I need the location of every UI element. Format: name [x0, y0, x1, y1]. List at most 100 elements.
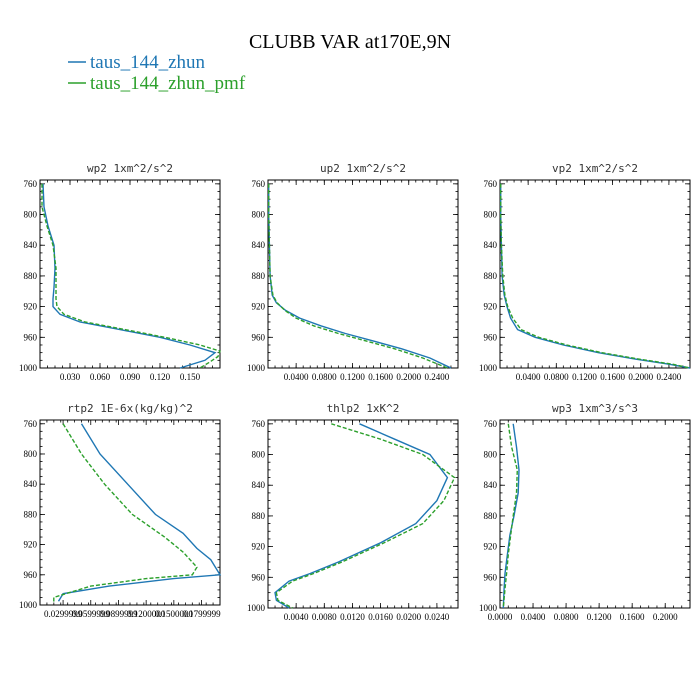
x-tick-label: 0.150 [180, 372, 201, 382]
x-tick-label: 0.0040 [284, 612, 309, 622]
panel-title: rtp2 1E-6x(kg/kg)^2 [67, 402, 193, 415]
y-tick-label: 800 [252, 450, 266, 460]
figure-title: CLUBB VAR at170E,9N [249, 31, 451, 53]
series-line-2 [502, 423, 519, 609]
y-tick-label: 1000 [247, 603, 266, 613]
y-tick-label: 960 [252, 332, 266, 342]
y-tick-label: 880 [24, 509, 38, 519]
x-tick-label: 0.030 [60, 372, 81, 382]
y-tick-label: 960 [24, 332, 38, 342]
panel-title: wp3 1xm^3/s^3 [552, 402, 638, 415]
y-tick-label: 920 [484, 542, 498, 552]
x-tick-label: 0.0120 [340, 612, 365, 622]
x-tick-label: 0.0899999 [99, 609, 138, 619]
panel-6: wp3 1xm^3/s^3 760 800 840 880 920 960 10000.000… [479, 402, 691, 622]
y-tick-label: 840 [484, 240, 498, 250]
x-tick-label: 0.1200 [572, 372, 597, 382]
series-line-1 [57, 423, 222, 602]
panel-3: vp2 1xm^2/s^2 760 800 840 880 920 960 1000 0.040… [479, 162, 691, 382]
series-line-2 [275, 423, 456, 609]
x-tick-label: 0.060 [90, 372, 111, 382]
y-tick-label: 920 [24, 302, 38, 312]
panel-title: thlp2 1xK^2 [327, 402, 400, 415]
legend-label-2: taus_144_zhun_pmf [90, 73, 246, 94]
x-tick-label: 0.0299999 [44, 609, 83, 619]
y-tick-label: 800 [484, 210, 498, 220]
y-tick-label: 880 [252, 511, 266, 521]
y-tick-label: 1000 [479, 603, 498, 613]
y-tick-label: 920 [24, 540, 38, 550]
x-tick-label: 0.0800 [312, 372, 337, 382]
x-tick-label: 0.0160 [368, 612, 393, 622]
panel-1: wp2 1xm^2/s^2 760 800 840 880 920 960 1000 0.030… [19, 162, 221, 382]
x-tick-label: 0.1600 [620, 612, 645, 622]
y-tick-label: 800 [24, 449, 38, 459]
x-tick-label: 0.1600 [368, 372, 393, 382]
x-tick-label: 0.0599999 [72, 609, 111, 619]
y-tick-label: 760 [252, 179, 266, 189]
panel-title: up2 1xm^2/s^2 [320, 162, 406, 175]
y-tick-label: 920 [484, 302, 498, 312]
x-tick-label: 0.0240 [425, 612, 450, 622]
x-tick-label: 0.2400 [657, 372, 682, 382]
x-tick-label: 0.0080 [312, 612, 337, 622]
x-tick-label: 0.0000 [488, 612, 513, 622]
x-tick-label: 0.1200 [340, 372, 365, 382]
y-tick-label: 960 [24, 570, 38, 580]
x-tick-label: 0.1200000 [127, 609, 166, 619]
y-tick-label: 840 [24, 479, 38, 489]
x-tick-label: 0.1600 [600, 372, 625, 382]
y-tick-label: 880 [484, 511, 498, 521]
y-tick-label: 760 [24, 419, 38, 429]
x-tick-label: 0.1799999 [182, 609, 221, 619]
y-tick-label: 1000 [247, 363, 266, 373]
y-tick-label: 880 [484, 271, 498, 281]
plot-frame [499, 419, 691, 609]
plot-frame [267, 179, 459, 369]
panels: wp2 1xm^2/s^2 760 800 840 880 920 960 1000 0.030… [19, 162, 691, 622]
x-tick-label: 0.0200 [396, 612, 421, 622]
y-tick-label: 760 [484, 179, 498, 189]
series-line-1 [268, 183, 452, 369]
x-tick-label: 0.1500000 [155, 609, 194, 619]
y-tick-label: 760 [484, 419, 498, 429]
y-tick-label: 960 [484, 572, 498, 582]
x-tick-label: 0.0400 [284, 372, 309, 382]
y-tick-label: 800 [252, 210, 266, 220]
plot-frame [499, 179, 691, 369]
y-tick-label: 760 [252, 419, 266, 429]
series-line-2 [500, 183, 691, 369]
y-tick-label: 800 [24, 210, 38, 220]
panel-title: wp2 1xm^2/s^2 [87, 162, 173, 175]
legend-label-1: taus_144_zhun [90, 52, 206, 73]
y-tick-label: 960 [484, 332, 498, 342]
legend: taus_144_zhun taus_144_zhun_pmf [68, 52, 246, 94]
series-line-1 [500, 183, 691, 369]
plot-frame [267, 419, 459, 609]
x-tick-label: 0.090 [120, 372, 141, 382]
series-line-1 [274, 423, 449, 609]
x-tick-label: 0.0400 [516, 372, 541, 382]
y-tick-label: 880 [24, 271, 38, 281]
y-tick-label: 840 [252, 240, 266, 250]
y-tick-label: 920 [252, 542, 266, 552]
y-tick-label: 1000 [479, 363, 498, 373]
y-tick-label: 1000 [19, 600, 38, 610]
series-line-2 [268, 183, 448, 369]
y-tick-label: 840 [252, 480, 266, 490]
plot-frame [39, 179, 221, 369]
panel-2: up2 1xm^2/s^2 760 800 840 880 920 960 1000 0.040… [247, 162, 459, 382]
y-tick-label: 880 [252, 271, 266, 281]
y-tick-label: 920 [252, 302, 266, 312]
y-tick-label: 800 [484, 450, 498, 460]
x-tick-label: 0.2400 [425, 372, 450, 382]
panel-4: rtp2 1E-6x(kg/kg)^2 760 800 840 880 920 960 100… [19, 402, 222, 619]
y-tick-label: 840 [24, 240, 38, 250]
panel-title: vp2 1xm^2/s^2 [552, 162, 638, 175]
x-tick-label: 0.1200 [587, 612, 612, 622]
x-tick-label: 0.120 [150, 372, 171, 382]
y-tick-label: 760 [24, 179, 38, 189]
y-tick-label: 960 [252, 572, 266, 582]
